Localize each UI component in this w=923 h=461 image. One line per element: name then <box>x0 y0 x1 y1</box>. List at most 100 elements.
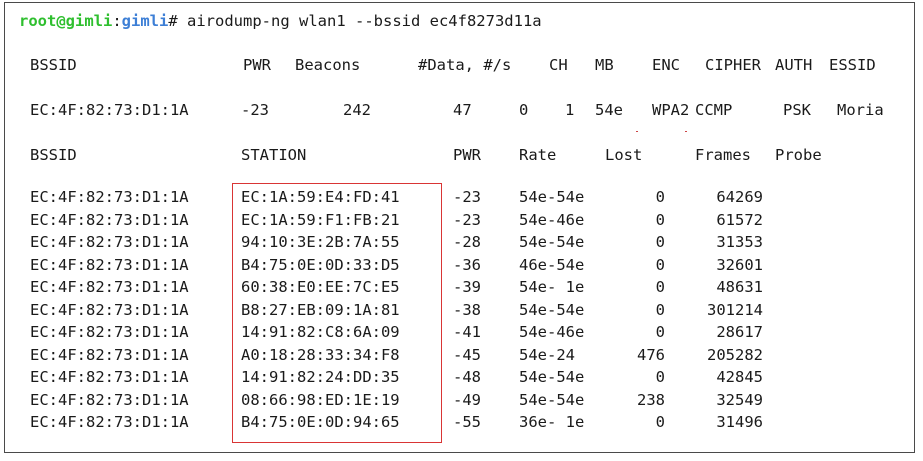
ap-bssid: EC:4F:82:73:D1:1A <box>30 101 189 119</box>
station-bssid-cell: EC:4F:82:73:D1:1A <box>30 255 189 274</box>
prompt-separator: : <box>112 12 122 30</box>
station-lost-cell: 0 <box>655 188 665 206</box>
station-pwr-cell: -39 <box>453 278 481 296</box>
ap-essid: Moria <box>837 101 884 119</box>
sta-header-lost: Lost <box>605 146 643 164</box>
ap-header-ch: CH <box>549 56 568 74</box>
station-lost-cell: 476 <box>637 345 665 364</box>
station-rate-cell: 54e-46e <box>519 210 585 229</box>
prompt-symbol: # <box>168 12 178 30</box>
ap-cipher: CCMP <box>695 101 733 119</box>
station-bssid-cell: EC:4F:82:73:D1:1A <box>30 368 189 386</box>
station-bssid-cell: EC:4F:82:73:D1:1A <box>30 188 189 206</box>
station-bssid-cell: EC:4F:82:73:D1:1A <box>30 413 189 431</box>
station-rate-cell: 46e-54e <box>519 255 585 274</box>
station-bssid-cell: EC:4F:82:73:D1:1A <box>30 345 189 364</box>
station-bssid-cell: EC:4F:82:73:D1:1A <box>30 323 189 341</box>
ap-header-essid: ESSID <box>829 56 876 74</box>
station-bssid-cell: EC:4F:82:73:D1:1A <box>30 233 189 251</box>
terminal-window[interactable]: root@gimli:gimli# airodump-ng wlan1 --bs… <box>4 2 915 453</box>
ap-header-cipher: CIPHER <box>705 56 761 74</box>
station-lost-cell: 0 <box>655 300 665 319</box>
station-frames-cell: 32549 <box>716 390 763 409</box>
station-station-cell: 94:10:3E:2B:7A:55 <box>241 233 400 251</box>
prompt-user: root@gimli <box>19 12 113 30</box>
station-station-cell: B8:27:EB:09:1A:81 <box>241 300 400 319</box>
station-frames-cell: 32601 <box>716 255 763 274</box>
sta-header-bssid: BSSID <box>30 146 77 164</box>
station-pwr-cell: -28 <box>453 233 481 251</box>
station-pwr-cell: -48 <box>453 368 481 386</box>
ap-header-pwr: PWR <box>243 56 271 74</box>
station-frames-cell: 61572 <box>716 210 763 229</box>
station-frames-cell: 48631 <box>716 278 763 296</box>
station-bssid-cell: EC:4F:82:73:D1:1A <box>30 390 189 409</box>
sta-header-rate: Rate <box>519 146 557 164</box>
station-station-cell: A0:18:28:33:34:F8 <box>241 345 400 364</box>
station-station-cell: 14:91:82:C8:6A:09 <box>241 323 400 341</box>
station-lost-cell: 0 <box>655 368 665 386</box>
ap-header-data: #Data, #/s <box>418 56 512 74</box>
ap-auth: PSK <box>783 101 811 119</box>
ap-header-bssid: BSSID <box>30 56 77 74</box>
station-lost-cell: 0 <box>655 413 665 431</box>
station-frames-cell: 31496 <box>716 413 763 431</box>
station-lost-cell: 238 <box>637 390 665 409</box>
station-frames-cell: 205282 <box>707 345 763 364</box>
sta-header-station: STATION <box>241 146 307 164</box>
station-station-cell: B4:75:0E:0D:94:65 <box>241 413 400 431</box>
station-frames-cell: 42845 <box>716 368 763 386</box>
station-rate-cell: 54e-54e <box>519 368 585 386</box>
station-pwr-cell: -38 <box>453 300 481 319</box>
station-station-cell: EC:1A:59:F1:FB:21 <box>241 210 400 229</box>
station-rate-cell: 54e-24 <box>519 345 575 364</box>
ap-beacons: 242 <box>343 101 371 119</box>
sta-header-frames: Frames <box>695 146 751 164</box>
station-bssid-cell: EC:4F:82:73:D1:1A <box>30 300 189 319</box>
station-station-cell: 14:91:82:24:DD:35 <box>241 368 400 386</box>
ap-enc: WPA2 <box>652 101 690 119</box>
ap-header-enc: ENC <box>652 56 680 74</box>
ap-ch: 1 <box>565 101 575 119</box>
sta-header-pwr: PWR <box>453 146 481 164</box>
station-lost-cell: 0 <box>655 278 665 296</box>
sta-header-probe: Probe <box>775 146 822 164</box>
station-pwr-cell: -45 <box>453 345 481 364</box>
station-lost-cell: 0 <box>655 255 665 274</box>
station-frames-cell: 31353 <box>716 233 763 251</box>
command-text: airodump-ng wlan1 --bssid ec4f8273d11a <box>177 12 542 30</box>
prompt-directory: gimli <box>121 12 169 30</box>
station-pwr-cell: -23 <box>453 188 481 206</box>
station-station-cell: 08:66:98:ED:1E:19 <box>241 390 400 409</box>
station-rate-cell: 54e-54e <box>519 233 585 251</box>
ap-per-s: 0 <box>519 101 529 119</box>
ap-pwr: -23 <box>241 101 269 119</box>
station-rate-cell: 54e-46e <box>519 323 585 341</box>
station-rate-cell: 54e-54e <box>519 390 585 409</box>
station-rate-cell: 54e-54e <box>519 188 585 206</box>
ap-data: 47 <box>453 101 472 119</box>
station-bssid-cell: EC:4F:82:73:D1:1A <box>30 210 189 229</box>
station-highlight-box <box>232 183 442 443</box>
station-station-cell: 60:38:E0:EE:7C:E5 <box>241 278 400 296</box>
artifact-dot <box>685 131 687 132</box>
artifact-dot <box>636 131 638 132</box>
ap-header-mb: MB <box>595 56 614 74</box>
station-rate-cell: 54e-54e <box>519 300 585 319</box>
station-pwr-cell: -41 <box>453 323 481 341</box>
station-frames-cell: 64269 <box>716 188 763 206</box>
ap-mb: 54e <box>595 101 623 119</box>
station-pwr-cell: -23 <box>453 210 481 229</box>
station-pwr-cell: -49 <box>453 390 481 409</box>
station-lost-cell: 0 <box>655 323 665 341</box>
ap-header-auth: AUTH <box>775 56 813 74</box>
station-rate-cell: 36e- 1e <box>519 413 585 431</box>
ap-header-beacons: Beacons <box>295 56 361 74</box>
station-frames-cell: 301214 <box>707 300 763 319</box>
station-rate-cell: 54e- 1e <box>519 278 585 296</box>
station-station-cell: EC:1A:59:E4:FD:41 <box>241 188 400 206</box>
station-pwr-cell: -55 <box>453 413 481 431</box>
station-pwr-cell: -36 <box>453 255 481 274</box>
station-station-cell: B4:75:0E:0D:33:D5 <box>241 255 400 274</box>
command-line: root@gimli:gimli# airodump-ng wlan1 --bs… <box>19 12 542 30</box>
